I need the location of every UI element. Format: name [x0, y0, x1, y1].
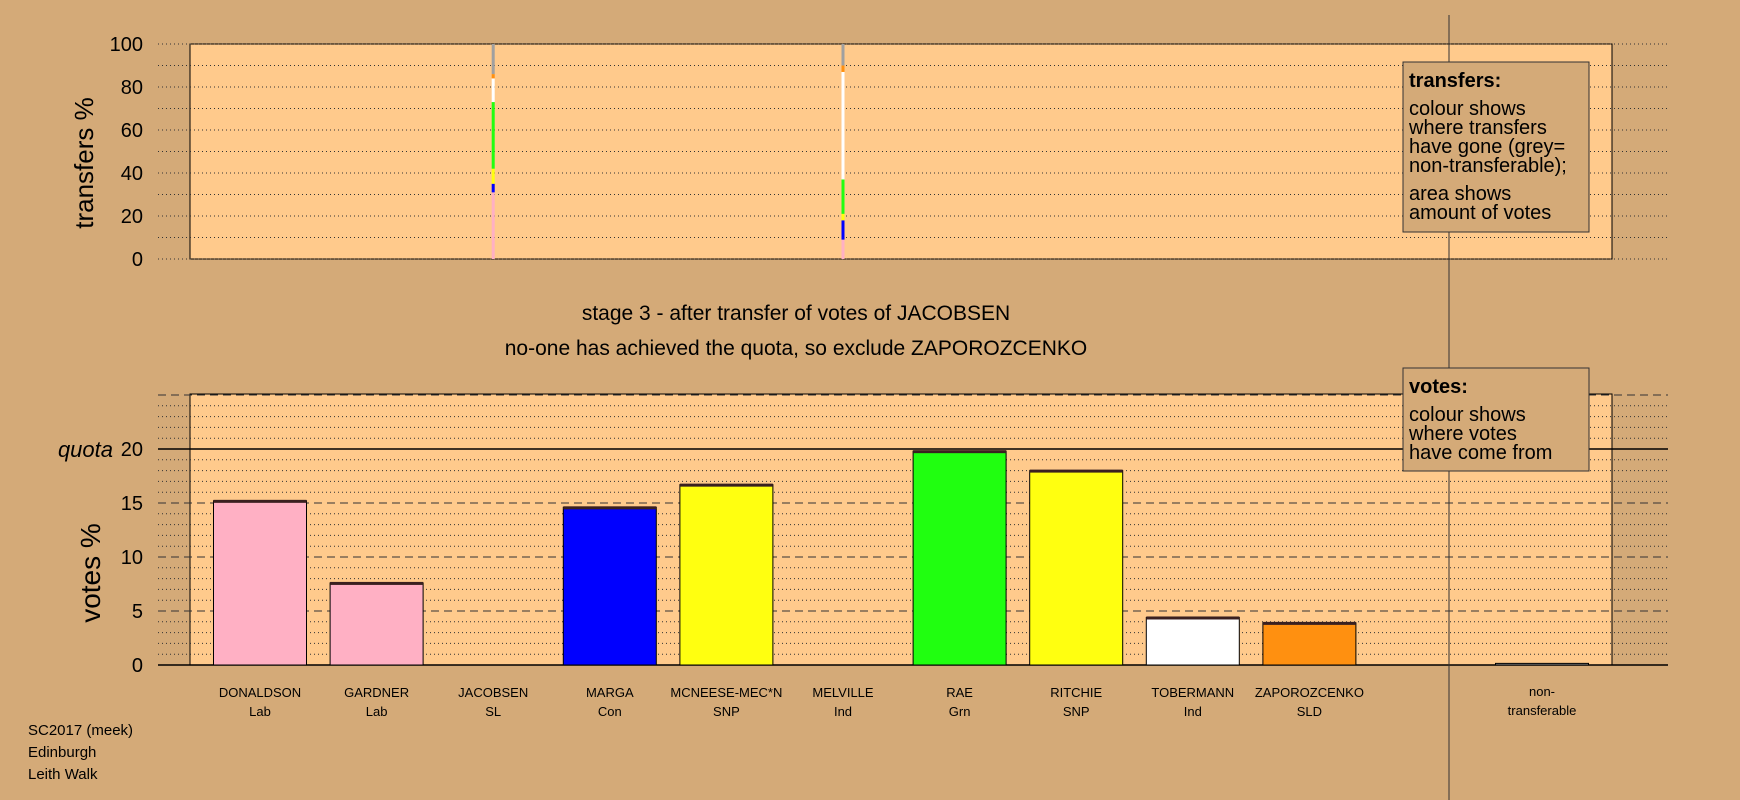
votes-tick-label: 0	[132, 655, 143, 677]
bar-gardner	[329, 582, 424, 666]
bar-rae	[912, 450, 1007, 666]
candidate-party: Grn	[949, 704, 971, 719]
transfers-legend-title: transfers:	[1409, 70, 1501, 92]
transfer-segment-melville-yellow	[841, 213, 845, 221]
candidate-party: Lab	[366, 704, 388, 719]
candidate-name: TOBERMANN	[1151, 685, 1234, 700]
stage-action: no-one has achieved the quota, so exclud…	[505, 337, 1087, 360]
votes-tick-label: 10	[121, 547, 143, 569]
votes-tick-label: 15	[121, 493, 143, 515]
votes-tick-label: 5	[132, 601, 143, 623]
bar-mcneesemecn	[679, 484, 774, 666]
votes-y-axis: 0 5 10 15 20 quota	[58, 437, 143, 677]
candidate-name: JACOBSEN	[458, 685, 528, 700]
transfers-legend-line: colour shows	[1409, 98, 1526, 120]
votes-grid	[158, 393, 1668, 666]
footer-election: SC2017 (meek)	[28, 722, 133, 739]
candidate-labels: DONALDSON Lab GARDNER Lab JACOBSEN SL MARGA Con…	[219, 685, 1364, 719]
transfer-segment-jacobsen-green	[491, 102, 495, 169]
candidate-party: SLD	[1297, 704, 1322, 719]
candidate-party: SL	[485, 704, 501, 719]
votes-bars	[213, 450, 1357, 666]
footer-ward: Leith Walk	[28, 766, 98, 783]
transfers-legend: transfers: colour shows where transfers …	[1402, 61, 1590, 233]
bar-transfer-top	[1029, 469, 1123, 473]
transfers-axis-label: transfers %	[69, 97, 99, 229]
transfer-segment-jacobsen-blue	[491, 183, 495, 193]
transfers-tick-label: 60	[121, 120, 143, 142]
transfers-tick-label: 40	[121, 163, 143, 185]
candidate-name: ZAPOROZCENKO	[1255, 685, 1364, 700]
nontransferable-label-2: transferable	[1508, 703, 1577, 718]
transfers-tick-label: 0	[132, 249, 143, 271]
transfer-segment-jacobsen-orange	[491, 74, 495, 79]
candidate-party: SNP	[1063, 704, 1090, 719]
candidate-party: Ind	[834, 704, 852, 719]
bar-nontransferable	[1495, 662, 1589, 666]
votes-legend-title: votes:	[1409, 376, 1468, 398]
bar-tobermann	[1145, 616, 1240, 666]
transfers-legend-line: amount of votes	[1409, 202, 1551, 224]
votes-tick-label: 20	[121, 439, 143, 461]
stage-title: stage 3 - after transfer of votes of JAC…	[582, 302, 1010, 325]
votes-legend-line: colour shows	[1409, 404, 1526, 426]
bar-transfer-top	[330, 581, 424, 585]
votes-legend-line: where votes	[1408, 423, 1517, 445]
bar-zaporozcenko	[1262, 622, 1357, 666]
candidate-name: MARGA	[586, 685, 634, 700]
footer-council: Edinburgh	[28, 744, 96, 761]
bar-transfer-top	[213, 499, 307, 503]
candidate-party: Lab	[249, 704, 271, 719]
transfers-tick-label: 80	[121, 77, 143, 99]
candidate-name: RAE	[946, 685, 973, 700]
transfers-y-axis: 0 20 40 60 80 100	[110, 34, 143, 271]
transfer-segment-melville-pink	[841, 239, 845, 259]
bar-marga	[562, 506, 657, 666]
bar-transfer-top	[1146, 616, 1240, 620]
candidate-name: DONALDSON	[219, 685, 301, 700]
bar-transfer-top	[679, 483, 773, 487]
nontransferable-label-1: non-	[1529, 684, 1555, 699]
transfers-bars	[491, 44, 845, 259]
transfer-segment-jacobsen-pink	[491, 192, 495, 259]
candidate-party: Ind	[1184, 704, 1202, 719]
transfer-segment-jacobsen-yellow	[491, 168, 495, 184]
candidate-party: Con	[598, 704, 622, 719]
bar-ritchie	[1029, 470, 1124, 666]
quota-label: quota	[58, 437, 113, 462]
transfers-legend-line: where transfers	[1408, 117, 1547, 139]
transfer-segment-melville-blue	[841, 220, 845, 240]
transfer-segment-melville-orange	[841, 65, 845, 72]
candidate-name: MELVILLE	[812, 685, 874, 700]
votes-legend-line: have come from	[1409, 442, 1552, 464]
transfer-segment-melville-white	[841, 71, 845, 180]
transfers-legend-line: area shows	[1409, 183, 1511, 205]
candidate-name: GARDNER	[344, 685, 409, 700]
transfer-segment-melville-grey	[841, 44, 845, 66]
bar-transfer-top	[913, 450, 1007, 454]
candidate-party: SNP	[713, 704, 740, 719]
transfers-legend-line: non-transferable);	[1409, 155, 1567, 177]
transfer-segment-jacobsen-white	[491, 78, 495, 103]
transfers-tick-label: 100	[110, 34, 143, 56]
bar-transfer-top	[1262, 621, 1356, 625]
transfer-segment-melville-green	[841, 179, 845, 214]
transfer-segment-jacobsen-grey	[491, 44, 495, 75]
bar-transfer-top	[563, 506, 657, 510]
bar-donaldson	[213, 500, 307, 666]
transfers-grid	[158, 43, 1668, 260]
candidate-name: MCNEESE-MEC*N	[670, 685, 782, 700]
votes-axis-label: votes %	[75, 523, 106, 623]
transfers-tick-label: 20	[121, 206, 143, 228]
transfers-legend-line: have gone (grey=	[1409, 136, 1565, 158]
votes-legend: votes: colour shows where votes have com…	[1402, 367, 1590, 472]
candidate-name: RITCHIE	[1050, 685, 1102, 700]
